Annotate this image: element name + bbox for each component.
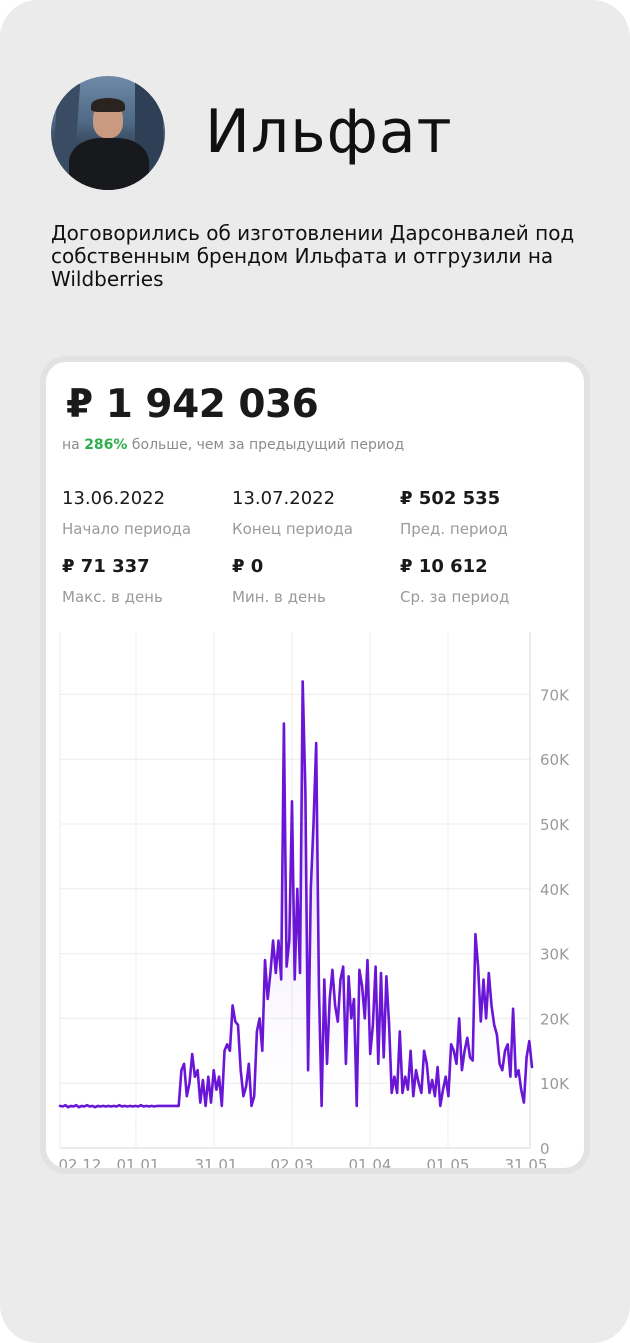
metric-value: ₽ 71 337 bbox=[62, 556, 150, 577]
metric-period-start: 13.06.2022 Начало периода bbox=[62, 487, 191, 539]
x-tick-label: 01.05 bbox=[427, 1156, 470, 1172]
revenue-line-chart: 0 10K 20K 30K 40K 50K 60K 70K 02.12 01.01 31.01 02.… bbox=[58, 632, 570, 1172]
comparison-percent: 286% bbox=[84, 437, 128, 453]
metric-label: Ср. за период bbox=[400, 588, 510, 606]
series-line bbox=[58, 680, 534, 1109]
comparison-text: на 286% больше, чем за предыдущий период bbox=[62, 437, 404, 453]
x-tick-label: 02.03 bbox=[271, 1156, 314, 1172]
y-tick-label: 10K bbox=[540, 1075, 570, 1093]
profile-name: Ильфат bbox=[205, 97, 453, 167]
profile-description: Договорились об изготовлении Дарсонвалей… bbox=[51, 221, 575, 291]
metric-label: Мин. в день bbox=[232, 588, 326, 606]
metric-period-end: 13.07.2022 Конец периода bbox=[232, 487, 353, 539]
y-tick-label: 20K bbox=[540, 1010, 570, 1028]
sales-stats-card: ₽ 1 942 036 на 286% больше, чем за преды… bbox=[40, 356, 590, 1174]
metric-average-per-period: ₽ 10 612 Ср. за период bbox=[400, 555, 509, 607]
metric-min-per-day: ₽ 0 Мин. в день bbox=[232, 555, 326, 607]
y-tick-label: 0 bbox=[540, 1140, 550, 1158]
metric-value: 13.06.2022 bbox=[62, 488, 166, 509]
y-tick-label: 50K bbox=[540, 816, 570, 834]
x-tick-label: 31.01 bbox=[195, 1156, 238, 1172]
metric-value: 13.07.2022 bbox=[232, 488, 336, 509]
metric-label: Начало периода bbox=[62, 520, 192, 538]
metric-label: Макс. в день bbox=[62, 588, 163, 606]
x-tick-label: 02.12 bbox=[59, 1156, 102, 1172]
metric-label: Конец периода bbox=[232, 520, 353, 538]
metric-value: ₽ 10 612 bbox=[400, 556, 488, 577]
metric-previous-period: ₽ 502 535 Пред. период bbox=[400, 487, 508, 539]
total-revenue: ₽ 1 942 036 bbox=[66, 382, 319, 427]
y-tick-label: 60K bbox=[540, 751, 570, 769]
y-tick-label: 40K bbox=[540, 881, 570, 899]
comparison-prefix: на bbox=[62, 437, 85, 453]
series-area bbox=[60, 681, 532, 1148]
x-tick-label: 31.05 bbox=[505, 1156, 548, 1172]
avatar bbox=[51, 76, 165, 190]
avatar-person-hair bbox=[91, 98, 125, 112]
x-tick-label: 01.04 bbox=[349, 1156, 392, 1172]
comparison-suffix: больше, чем за предыдущий период bbox=[127, 437, 405, 453]
metric-value: ₽ 502 535 bbox=[400, 488, 501, 509]
metric-max-per-day: ₽ 71 337 Макс. в день bbox=[62, 555, 163, 607]
y-tick-label: 70K bbox=[540, 686, 570, 704]
x-tick-label: 01.01 bbox=[117, 1156, 160, 1172]
metric-label: Пред. период bbox=[400, 520, 508, 538]
metric-value: ₽ 0 bbox=[232, 556, 264, 577]
avatar-person-body bbox=[69, 138, 149, 190]
y-tick-label: 30K bbox=[540, 946, 570, 964]
